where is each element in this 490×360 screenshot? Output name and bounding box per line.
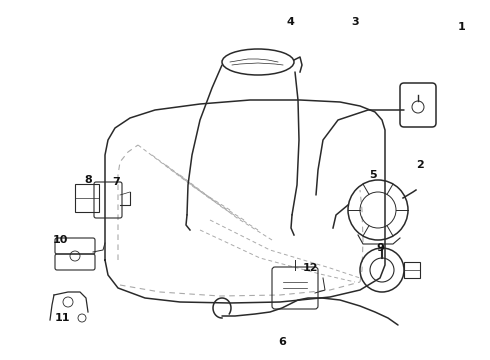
Text: 6: 6 bbox=[278, 337, 286, 347]
Text: 1: 1 bbox=[458, 22, 466, 32]
Text: 10: 10 bbox=[52, 235, 68, 245]
Text: 5: 5 bbox=[369, 170, 377, 180]
Text: 7: 7 bbox=[112, 177, 120, 187]
Bar bbox=[75, 184, 99, 212]
Text: 8: 8 bbox=[84, 175, 92, 185]
Bar bbox=[404, 262, 420, 278]
Text: 12: 12 bbox=[302, 263, 318, 273]
Text: 2: 2 bbox=[416, 160, 424, 170]
Text: 4: 4 bbox=[286, 17, 294, 27]
Text: 9: 9 bbox=[376, 243, 384, 253]
Text: 11: 11 bbox=[54, 313, 70, 323]
Text: 3: 3 bbox=[351, 17, 359, 27]
